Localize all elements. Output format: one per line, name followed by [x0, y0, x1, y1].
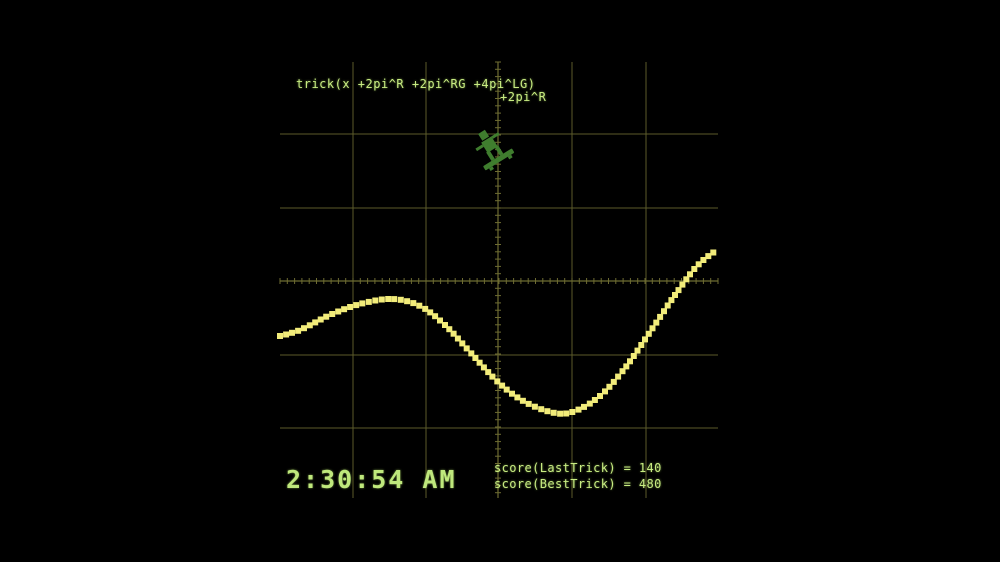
- wave-segment: [301, 325, 307, 332]
- wave-segment: [341, 306, 348, 313]
- wave-segment: [472, 355, 479, 361]
- wave-segment: [391, 296, 398, 303]
- wave-segment: [581, 403, 587, 410]
- wave-segment: [642, 336, 648, 343]
- wave-segment: [416, 302, 423, 309]
- wave-segment: [586, 400, 593, 407]
- wave-segment: [372, 297, 379, 304]
- wave-segment: [312, 319, 319, 326]
- wave-segment: [683, 276, 690, 283]
- score-best-trick: score(BestTrick) = 480: [494, 477, 662, 491]
- wave-segment: [575, 406, 582, 413]
- wave-segment: [295, 327, 302, 334]
- wave-segment: [289, 329, 295, 336]
- wave-segment: [597, 393, 603, 399]
- wave-segment: [675, 287, 682, 294]
- wave-segment: [544, 408, 551, 415]
- wave-segment: [606, 383, 613, 390]
- wave-segment: [627, 358, 633, 365]
- wave-segment: [323, 313, 330, 320]
- wave-segment: [476, 359, 483, 366]
- wave-segment: [422, 305, 429, 312]
- wave-segment: [525, 400, 532, 407]
- wave-segment: [306, 322, 313, 329]
- wave-segment: [645, 330, 652, 337]
- wave-segment: [630, 353, 637, 359]
- wave-segment: [550, 409, 557, 416]
- wave-segment: [427, 309, 434, 316]
- wave-segment: [649, 325, 656, 332]
- wave-segment: [277, 333, 283, 339]
- wave-segment: [610, 378, 617, 385]
- wave-segment: [634, 347, 641, 354]
- wave-segment: [668, 297, 675, 304]
- wave-segment: [672, 292, 678, 298]
- trick-formula: trick(x +2pi^R +2pi^RG +4pi^LG): [296, 77, 536, 91]
- wave-segment: [404, 298, 411, 305]
- wave-segment: [503, 386, 510, 393]
- wave-segment: [480, 364, 487, 371]
- wave-segment: [359, 300, 366, 307]
- wave-segment: [563, 410, 570, 417]
- wave-segment: [410, 300, 417, 307]
- wave-segment: [514, 394, 521, 401]
- wave-segment: [378, 296, 385, 303]
- wave-segment: [432, 313, 439, 320]
- wave-segment: [463, 345, 470, 352]
- wave-segment: [485, 369, 492, 376]
- wave-segment: [679, 281, 686, 288]
- skateboarder-icon: [475, 129, 515, 171]
- wave-segment: [691, 266, 698, 272]
- wave-segment: [365, 298, 372, 305]
- wave-segment: [353, 302, 360, 309]
- wave-segment: [317, 316, 324, 323]
- wave-segment: [347, 304, 354, 310]
- wave-segment: [450, 330, 457, 337]
- wave-segment: [657, 313, 664, 320]
- wave-segment: [687, 271, 693, 278]
- wave-segment: [557, 410, 564, 417]
- wave-segment: [623, 363, 630, 370]
- wave-segment: [454, 335, 461, 342]
- wave-segment: [468, 350, 475, 357]
- clock-display: 2:30:54 AM: [286, 465, 457, 494]
- wave-segment: [710, 249, 717, 256]
- wave-track: [277, 249, 717, 417]
- wave-segment: [437, 317, 443, 324]
- wave-segment: [569, 409, 576, 415]
- wave-segment: [283, 331, 290, 338]
- wave-segment: [397, 296, 404, 303]
- wave-segment: [494, 378, 501, 385]
- wave-segment: [664, 302, 671, 309]
- wave-segment: [661, 308, 667, 315]
- wave-segment: [442, 322, 448, 328]
- wave-segment: [705, 253, 712, 260]
- wave-segment: [499, 382, 506, 389]
- wave-segment: [615, 373, 622, 380]
- trick-formula-continued: +2pi^R: [500, 90, 547, 104]
- wave-segment: [700, 257, 707, 263]
- wave-segment: [385, 296, 392, 302]
- wave-segment: [653, 319, 660, 326]
- wave-segment: [591, 397, 598, 403]
- wave-segment: [329, 311, 336, 317]
- wave-segment: [489, 373, 496, 380]
- wave-segment: [638, 342, 645, 348]
- wave-segment: [519, 397, 526, 404]
- wave-segment: [335, 308, 342, 315]
- wave-segment: [602, 388, 608, 395]
- wave-segment: [509, 390, 515, 397]
- wave-segment: [459, 340, 466, 347]
- wave-segment: [619, 368, 626, 375]
- wave-segment: [695, 261, 702, 268]
- wave-segment: [446, 326, 453, 333]
- wave-segment: [531, 403, 538, 410]
- wave-segment: [538, 406, 545, 413]
- score-last-trick: score(LastTrick) = 140: [494, 461, 662, 475]
